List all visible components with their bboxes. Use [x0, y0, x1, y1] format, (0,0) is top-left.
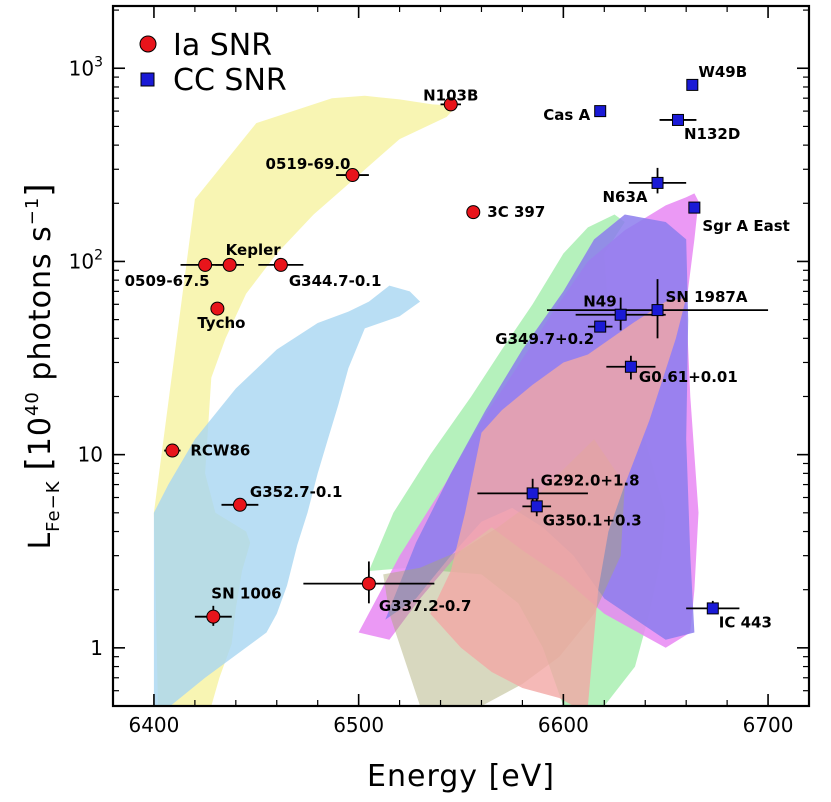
- x-axis-label: Energy [eV]: [367, 759, 555, 794]
- point-label: RCW86: [190, 442, 250, 460]
- y-axis-label: LFe−K [1040 photons s−1]: [19, 182, 64, 549]
- cc-snr-point: [706, 602, 719, 615]
- legend-ia-label: Ia SNR: [173, 28, 272, 63]
- data-markers: [165, 78, 719, 624]
- y-tick-label: 1: [90, 636, 103, 660]
- ia-snr-point: [232, 497, 247, 512]
- x-tick-label: 6700: [743, 713, 794, 737]
- point-label: IC 443: [719, 614, 772, 632]
- point-label: Cas A: [543, 106, 590, 124]
- cc-snr-point: [594, 105, 607, 118]
- cc-snr-point: [671, 113, 684, 126]
- x-tick-label: 6600: [538, 713, 589, 737]
- y-label-bracket-open: [: [19, 456, 59, 470]
- y-label-bracket-close: ]: [19, 182, 59, 196]
- point-label: G0.61+0.01: [639, 368, 738, 386]
- point-label: N63A: [602, 188, 647, 206]
- cc-snr-point: [651, 304, 664, 317]
- cc-snr-point: [614, 308, 627, 321]
- cc-snr-point: [594, 320, 607, 333]
- cc-snr-point: [686, 78, 699, 91]
- region-red-band: [430, 297, 687, 706]
- y-label-unit-exp2: −1: [22, 197, 43, 226]
- cc-snr-point: [651, 176, 664, 189]
- point-label: SN 1987A: [666, 288, 748, 306]
- cc-snr-point: [530, 500, 543, 513]
- legend-cc-marker: [140, 72, 155, 87]
- ia-snr-point: [210, 301, 225, 316]
- x-tick-label: 6500: [333, 713, 384, 737]
- ia-snr-point: [222, 257, 237, 272]
- ia-snr-point: [206, 609, 221, 624]
- point-label: N132D: [684, 125, 740, 143]
- y-label-unit-rest: photons s: [23, 225, 58, 391]
- ia-snr-point: [345, 168, 360, 183]
- legend-ia-marker: [139, 35, 157, 53]
- y-tick-label: 10: [78, 443, 103, 467]
- point-label: G352.7-0.1: [250, 483, 343, 501]
- point-label: Sgr A East: [702, 217, 789, 235]
- legend-cc-label: CC SNR: [173, 63, 287, 98]
- ia-snr-point: [466, 205, 481, 220]
- ia-snr-point: [198, 257, 213, 272]
- shaded-regions: [153, 95, 699, 706]
- point-label: N103B: [423, 86, 478, 104]
- cc-snr-point: [688, 201, 701, 214]
- y-label-unit-exp: 40: [22, 391, 43, 416]
- x-tick-label: 6400: [128, 713, 179, 737]
- cc-snr-point: [624, 360, 637, 373]
- cc-snr-point: [526, 487, 539, 500]
- y-label-main: L: [23, 532, 58, 550]
- legend: Ia SNR CC SNR: [139, 28, 287, 98]
- y-tick-label: 102: [69, 247, 103, 273]
- y-label-unit-base: 10: [23, 416, 58, 456]
- point-label: G292.0+1.8: [541, 471, 640, 489]
- point-label: Kepler: [226, 241, 282, 259]
- plot-frame: [111, 4, 811, 708]
- point-label: N49: [583, 293, 616, 311]
- point-labels: N103B 0519-69.0 3C 397 Kepler 0509-67.5 G344.…: [125, 63, 790, 632]
- point-label: 3C 397: [487, 203, 545, 221]
- ia-snr-point: [443, 97, 458, 112]
- point-label: 0519-69.0: [266, 155, 351, 173]
- ia-snr-point: [165, 443, 180, 458]
- ia-snr-point: [361, 576, 376, 591]
- point-label: G344.7-0.1: [289, 272, 382, 290]
- point-label: 0509-67.5: [125, 272, 210, 290]
- point-label: G337.2-0.7: [379, 597, 472, 615]
- point-label: SN 1006: [211, 585, 281, 603]
- y-label-sub: Fe−K: [43, 480, 64, 532]
- y-tick-label: 103: [69, 54, 103, 80]
- ia-snr-point: [273, 257, 288, 272]
- point-label: Tycho: [197, 314, 245, 332]
- point-label: W49B: [698, 63, 747, 81]
- point-label: G350.1+0.3: [543, 512, 642, 530]
- region-blue-band: [153, 285, 421, 706]
- svg-text:LFe−K[1040 photons s−1]: LFe−K [1040 photons s−1]: [19, 182, 64, 549]
- point-label: G349.7+0.2: [495, 330, 594, 348]
